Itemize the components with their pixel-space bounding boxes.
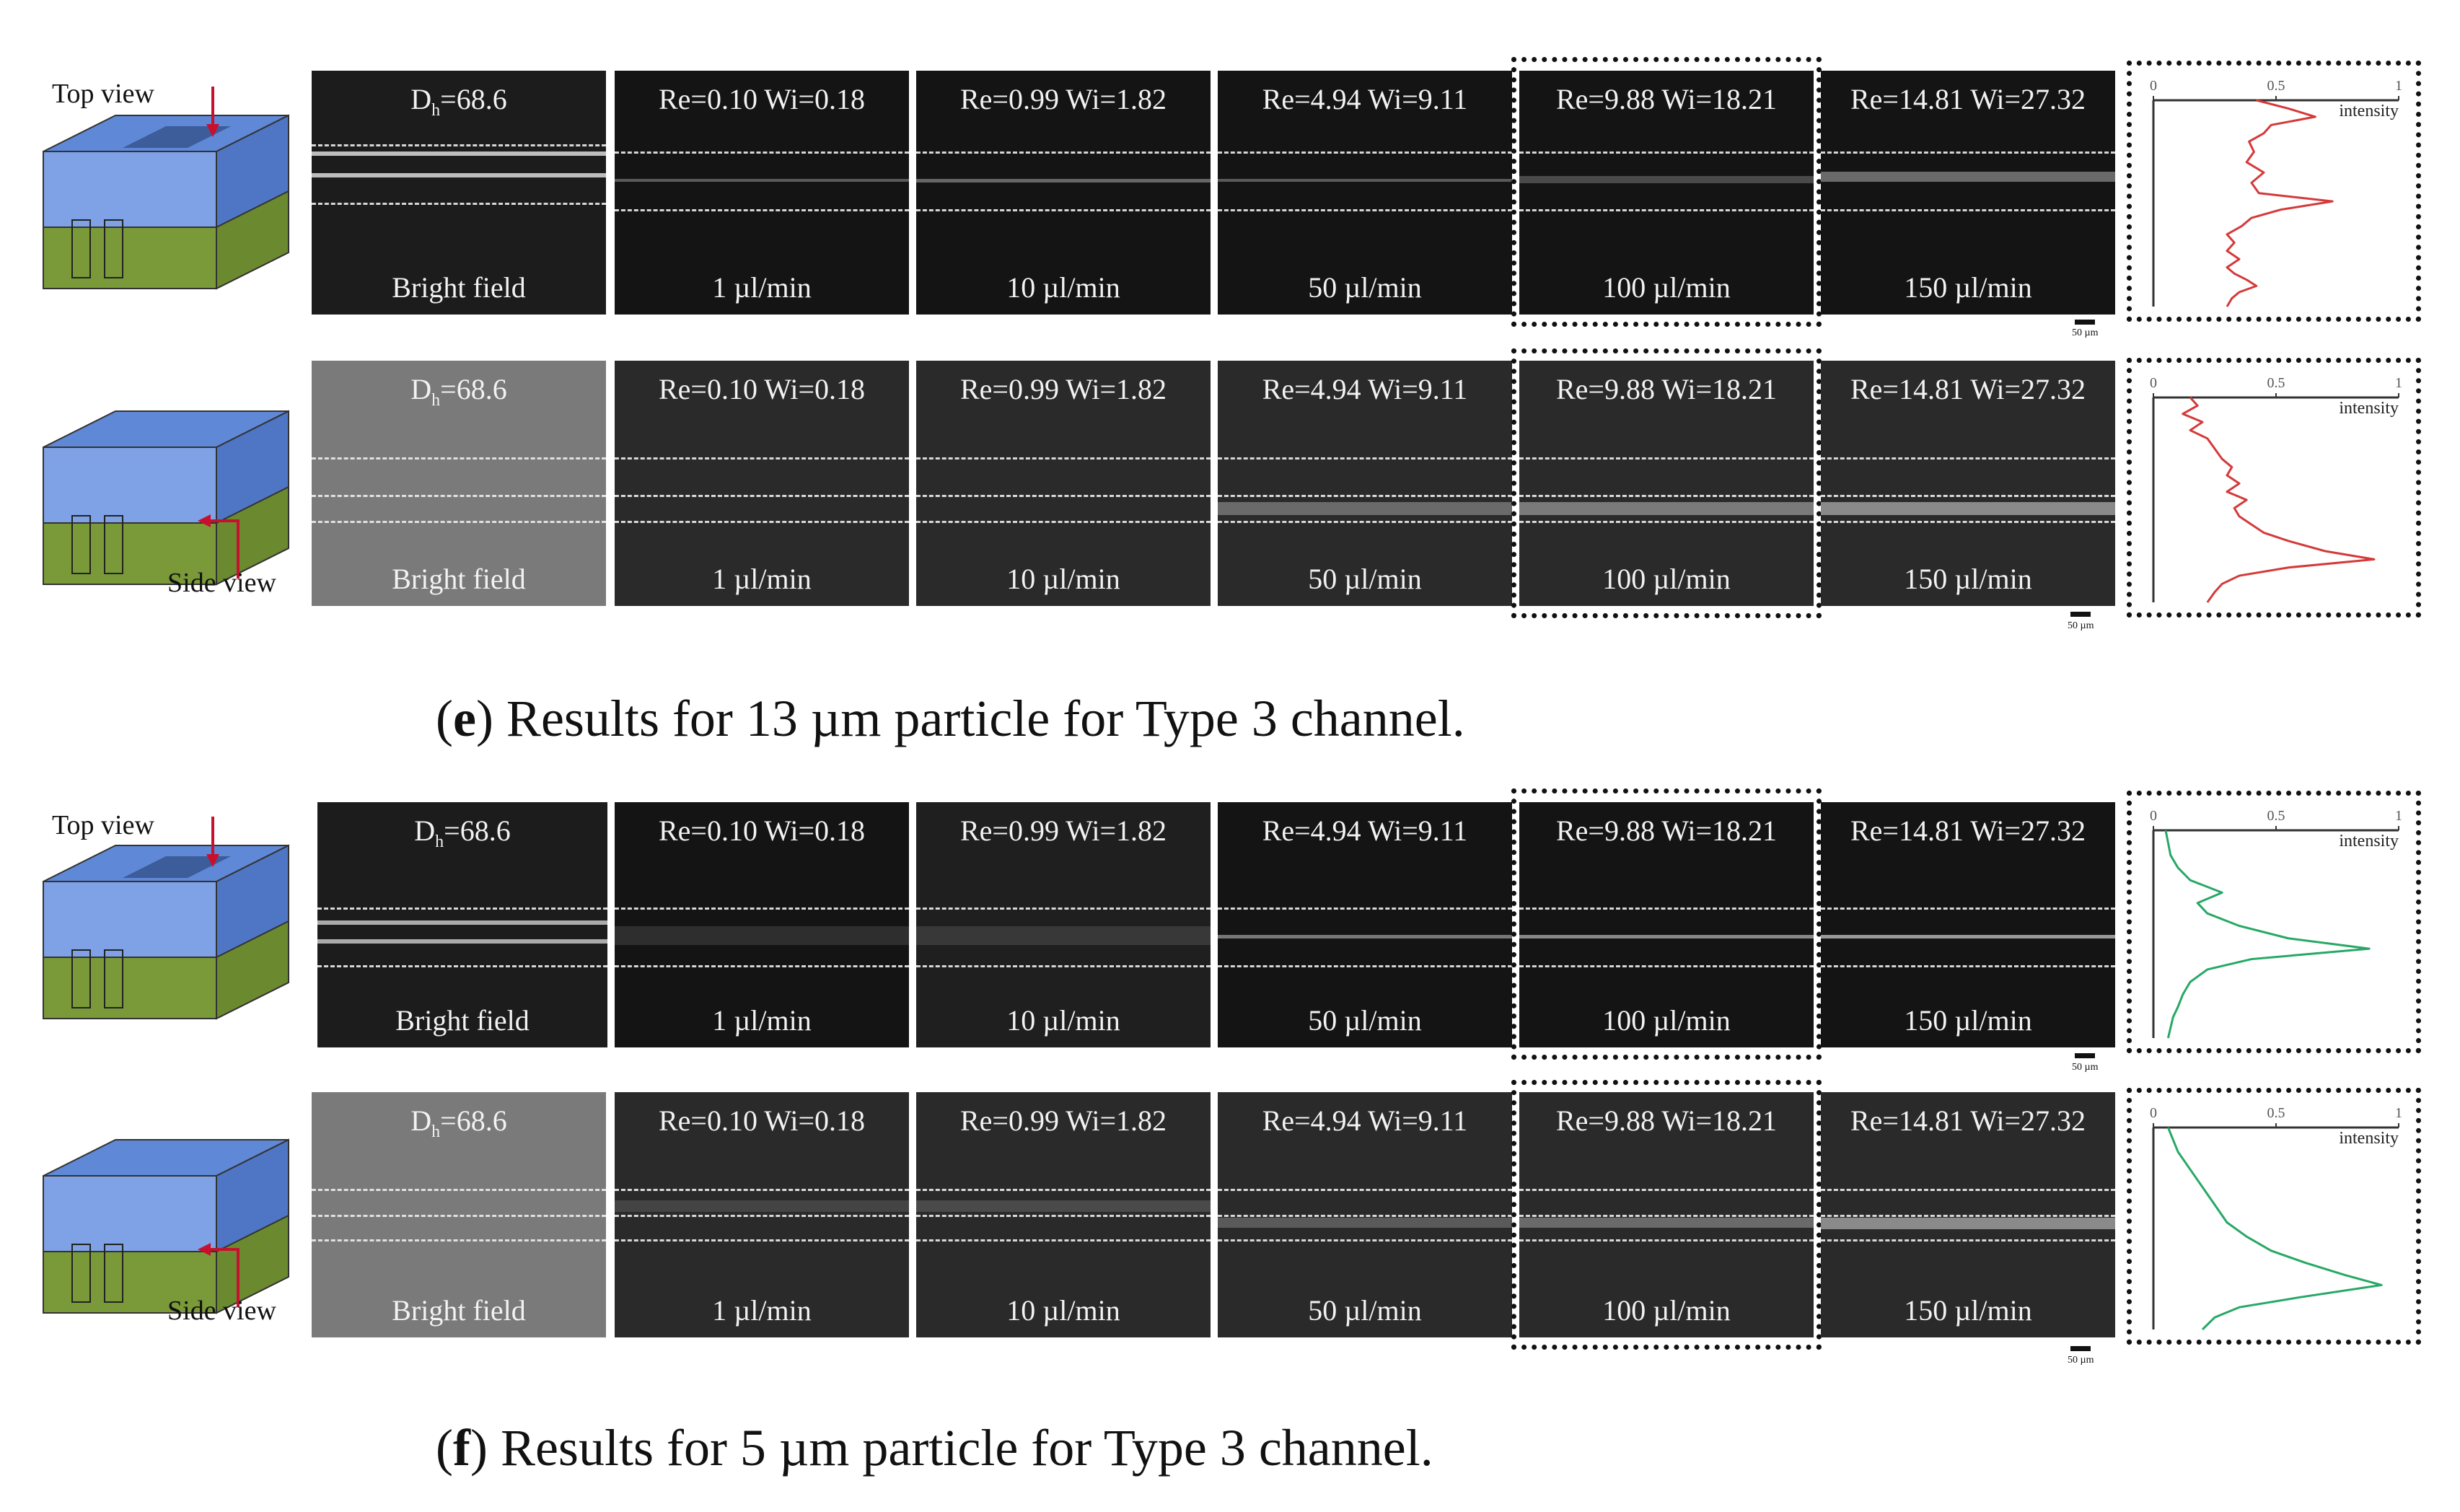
axis-label-intensity: intensity: [2339, 832, 2399, 850]
x-tick-label: 1: [2395, 375, 2402, 391]
bright-field-label: Bright field: [392, 271, 526, 304]
channel-3d-diagram-side: [43, 1138, 289, 1314]
panel-f-top-4: Re=9.88 Wi=18.21 100 µl/min: [1519, 802, 1814, 1047]
x-tick-label: 0.5: [2267, 1105, 2285, 1121]
intensity-profile-line: [2164, 830, 2371, 1039]
top-view-label: Top view: [52, 79, 154, 109]
x-tick-label: 0.5: [2267, 78, 2285, 94]
x-tick-label: 1: [2395, 78, 2402, 94]
axis-label-intensity: intensity: [2339, 1129, 2399, 1148]
panel-f-top-1: Re=0.10 Wi=0.18 1 µl/min: [615, 802, 909, 1047]
x-tick-label: 0: [2150, 808, 2157, 824]
x-tick-label: 0.5: [2267, 375, 2285, 391]
panel-f-side-bright-field: Dh=68.6 Bright field: [312, 1092, 606, 1337]
panel-f-side-5: Re=14.81 Wi=27.32 150 µl/min: [1821, 1092, 2115, 1337]
panel-f-side-1: Re=0.10 Wi=0.18 1 µl/min: [615, 1092, 909, 1337]
panel-e-side-bright-field: Dh=68.6 Bright field: [312, 361, 606, 606]
scale-bar-label: 50 µm: [2072, 328, 2099, 338]
panel-f-top-5: Re=14.81 Wi=27.32 150 µl/min: [1821, 802, 2115, 1047]
panel-e-top-2: Re=0.99 Wi=1.82 10 µl/min: [916, 71, 1211, 315]
axis-label-intensity: intensity: [2339, 102, 2399, 120]
x-tick-label: 0: [2150, 78, 2157, 94]
panel-f-top-2: Re=0.99 Wi=1.82 10 µl/min: [916, 802, 1211, 1047]
top-view-label: Top view: [52, 810, 154, 840]
x-tick-label: 1: [2395, 808, 2402, 824]
caption-f: (f) Results for 5 µm particle for Type 3…: [436, 1419, 1433, 1477]
channel-3d-diagram-top: [43, 87, 289, 290]
panel-e-top-1: Re=0.10 Wi=0.18 1 µl/min: [615, 71, 909, 315]
panel-f-top-bright-field: Dh=68.6 Bright field: [317, 802, 607, 1047]
panel-e-top-3: Re=4.94 Wi=9.11 50 µl/min: [1218, 71, 1512, 315]
intensity-profile-e-side: 0 0.5 1 intensity: [2127, 358, 2421, 617]
intensity-profile-line: [2182, 396, 2376, 603]
panel-e-side-1: Re=0.10 Wi=0.18 1 µl/min: [615, 361, 909, 606]
panel-f-side-4: Re=9.88 Wi=18.21 100 µl/min: [1519, 1092, 1814, 1337]
axis-label-intensity: intensity: [2339, 399, 2399, 418]
intensity-profile-line: [2167, 1127, 2383, 1331]
x-tick-label: 1: [2395, 1105, 2402, 1121]
side-view-label: Side view: [167, 1296, 276, 1326]
intensity-profile-f-side: 0 0.5 1 intensity: [2127, 1088, 2421, 1345]
intensity-profile-f-top: 0 0.5 1 intensity: [2127, 791, 2421, 1053]
panel-e-side-5: Re=14.81 Wi=27.32 150 µl/min: [1821, 361, 2115, 606]
scale-bar: [2075, 320, 2095, 325]
panel-e-top-bright-field: Dh=68.6 Bright field: [312, 71, 606, 315]
panel-e-side-3: Re=4.94 Wi=9.11 50 µl/min: [1218, 361, 1512, 606]
channel-3d-diagram-top: [43, 817, 289, 1020]
intensity-profile-line: [2226, 99, 2334, 307]
panel-e-side-2: Re=0.99 Wi=1.82 10 µl/min: [916, 361, 1211, 606]
x-tick-label: 0: [2150, 375, 2157, 391]
x-tick-label: 0: [2150, 1105, 2157, 1121]
x-tick-label: 0.5: [2267, 808, 2285, 824]
panel-f-side-2: Re=0.99 Wi=1.82 10 µl/min: [916, 1092, 1211, 1337]
caption-e: (e) Results for 13 µm particle for Type …: [436, 690, 1465, 747]
dh-label: Dh=68.6: [410, 83, 507, 120]
intensity-profile-e-top: 0 0.5 1 intensity: [2127, 61, 2421, 322]
panel-f-top-3: Re=4.94 Wi=9.11 50 µl/min: [1218, 802, 1512, 1047]
panel-e-top-5: Re=14.81 Wi=27.32 150 µl/min: [1821, 71, 2115, 315]
panel-e-top-4: Re=9.88 Wi=18.21 100 µl/min: [1519, 71, 1814, 315]
channel-3d-diagram-side: [43, 410, 289, 586]
side-view-label: Side view: [167, 568, 276, 598]
panel-f-side-3: Re=4.94 Wi=9.11 50 µl/min: [1218, 1092, 1512, 1337]
panel-e-side-4: Re=9.88 Wi=18.21 100 µl/min: [1519, 361, 1814, 606]
